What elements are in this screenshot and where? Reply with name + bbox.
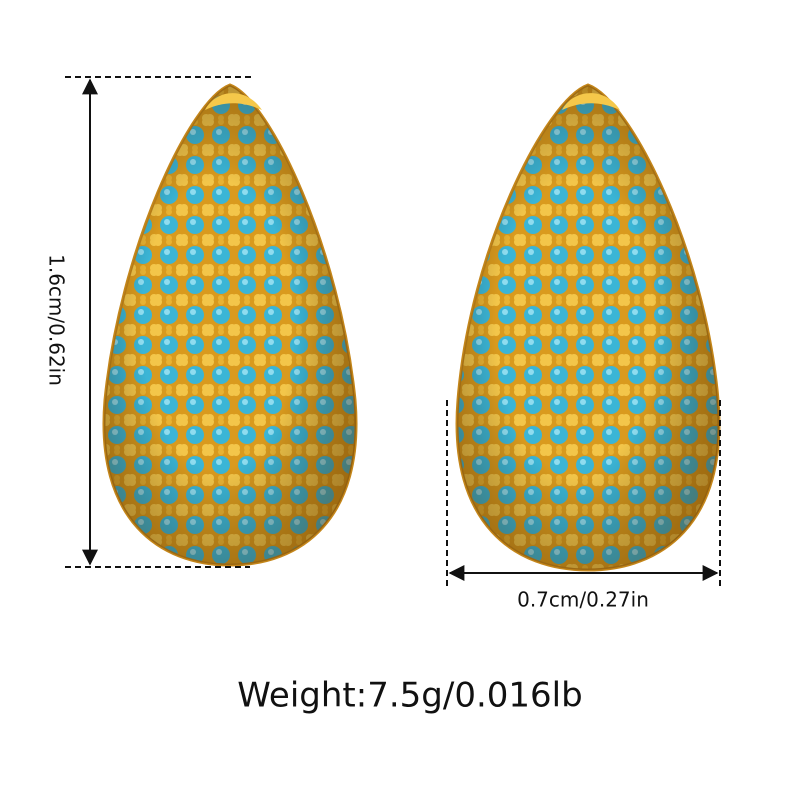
earring-left: [102, 83, 358, 567]
height-measure: [65, 76, 255, 568]
height-label: 1.6cm/0.62in: [45, 254, 69, 386]
width-label: 0.7cm/0.27in: [517, 588, 649, 612]
width-measure: [446, 400, 721, 590]
weight-label: Weight:7.5g/0.016lb: [237, 676, 582, 716]
earring-right: [455, 83, 721, 572]
